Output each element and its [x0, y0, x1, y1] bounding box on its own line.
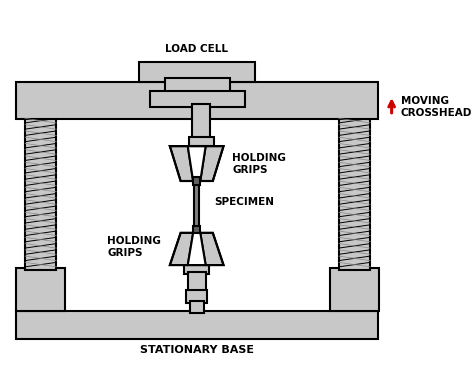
Bar [192, 104, 210, 140]
Bar [16, 311, 378, 339]
Bar [150, 91, 245, 107]
Bar [16, 268, 65, 311]
Polygon shape [188, 146, 206, 181]
Bar [138, 62, 255, 82]
Bar [188, 272, 206, 292]
Bar [16, 82, 378, 119]
Bar [184, 265, 209, 274]
Text: SPECIMEN: SPECIMEN [215, 197, 274, 207]
Polygon shape [170, 233, 193, 265]
Bar [189, 137, 214, 146]
Bar [25, 117, 56, 269]
Text: HOLDING
GRIPS: HOLDING GRIPS [107, 236, 161, 258]
Polygon shape [201, 146, 224, 181]
Bar [193, 177, 201, 185]
Bar [339, 117, 370, 269]
Bar [165, 78, 230, 94]
Polygon shape [201, 233, 224, 265]
Bar [194, 185, 200, 229]
Text: STATIONARY BASE: STATIONARY BASE [140, 345, 254, 355]
Text: LOAD CELL: LOAD CELL [165, 44, 228, 54]
Bar [330, 268, 379, 311]
Polygon shape [170, 146, 193, 179]
Polygon shape [170, 146, 193, 181]
Polygon shape [188, 233, 206, 265]
Text: MOVING
CROSSHEAD: MOVING CROSSHEAD [401, 96, 472, 117]
Bar [186, 290, 208, 302]
Bar [190, 301, 204, 313]
Bar [193, 226, 201, 233]
Text: HOLDING
GRIPS: HOLDING GRIPS [232, 153, 286, 175]
